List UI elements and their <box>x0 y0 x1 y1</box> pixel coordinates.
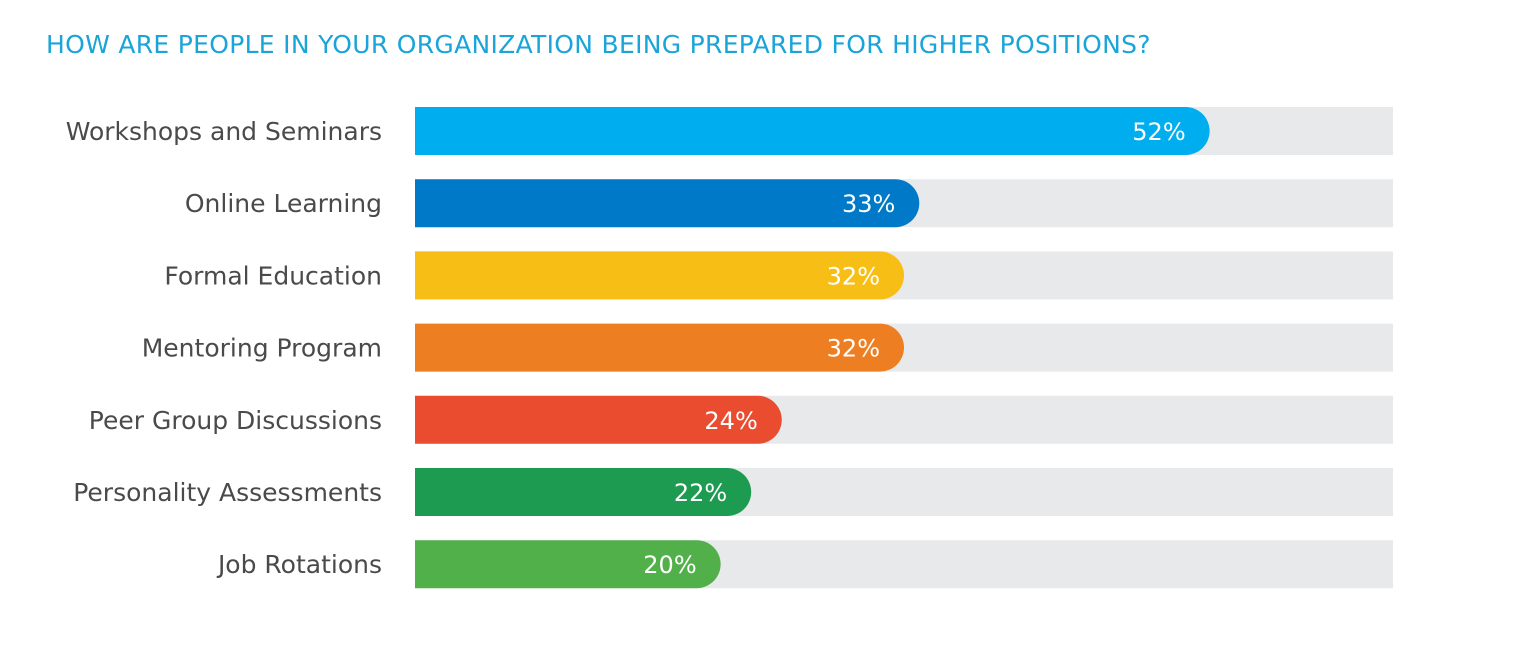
value-label-workshops-and-seminars: 52% <box>1132 118 1185 146</box>
bars <box>415 107 1210 589</box>
bar-mentoring-program <box>415 323 904 372</box>
value-labels: 52% 33% 32% 32% 24% 22% 20% <box>643 118 1185 579</box>
value-label-mentoring-program: 32% <box>827 335 880 363</box>
value-label-job-rotations: 20% <box>643 551 696 579</box>
bar-formal-education <box>415 251 904 300</box>
category-label-peer-group-discussions: Peer Group Discussions <box>89 406 382 435</box>
bar-job-rotations <box>415 540 721 589</box>
bar-workshops-and-seminars <box>415 107 1210 155</box>
category-labels: Workshops and Seminars Online Learning For… <box>66 117 382 579</box>
category-label-job-rotations: Job Rotations <box>216 550 382 579</box>
value-label-online-learning: 33% <box>842 190 895 218</box>
bar-peer-group-discussions <box>415 395 782 444</box>
bar-personality-assessments <box>415 468 752 516</box>
value-label-formal-education: 32% <box>827 262 880 290</box>
category-label-workshops-and-seminars: Workshops and Seminars <box>66 117 382 146</box>
value-label-personality-assessments: 22% <box>674 479 727 507</box>
value-label-peer-group-discussions: 24% <box>704 407 757 435</box>
category-label-online-learning: Online Learning <box>185 189 382 218</box>
bar-online-learning <box>415 179 920 228</box>
category-label-formal-education: Formal Education <box>164 261 382 290</box>
category-label-mentoring-program: Mentoring Program <box>142 334 382 363</box>
chart-title: HOW ARE PEOPLE IN YOUR ORGANIZATION BEIN… <box>46 30 1151 59</box>
category-label-personality-assessments: Personality Assessments <box>73 478 382 507</box>
